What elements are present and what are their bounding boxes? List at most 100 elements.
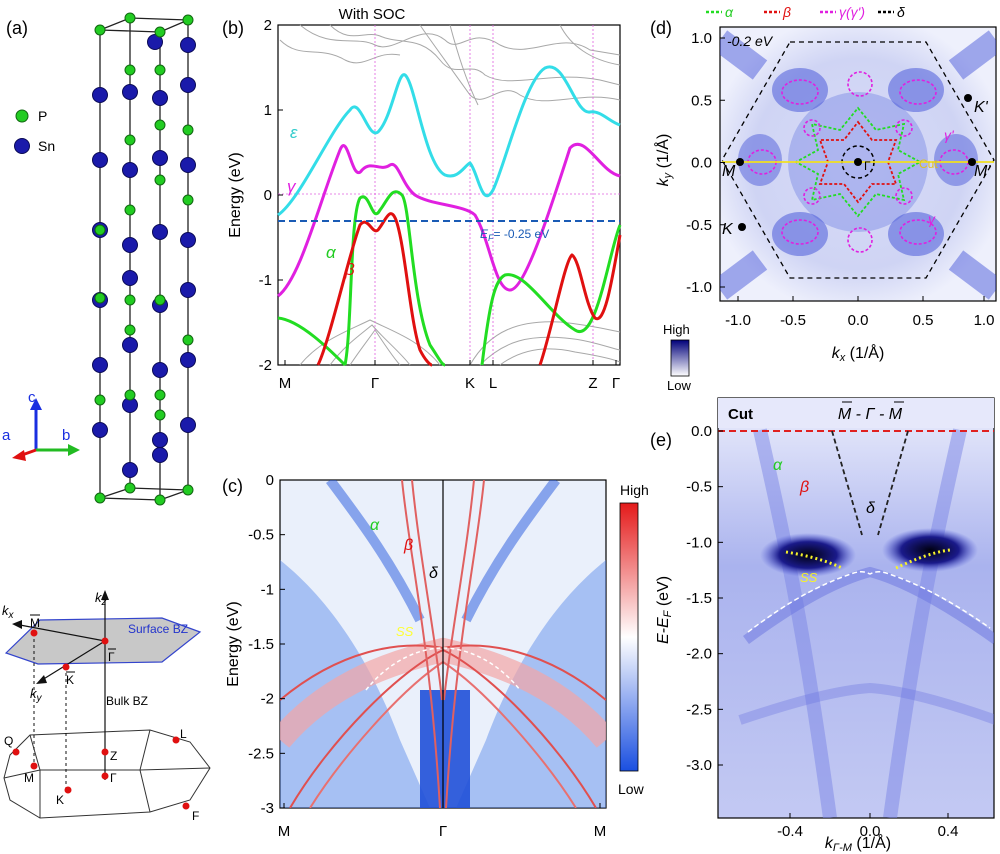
k-bar-point: K — [66, 673, 74, 687]
gamma-bar-point: Γ — [108, 650, 115, 664]
p-atom — [124, 64, 136, 76]
atoms — [92, 12, 196, 506]
y-tick-label: 1.0 — [691, 30, 712, 47]
panel-e-xlabel: kΓ-M (1/Å) — [825, 833, 891, 854]
surface-bz-label: Surface BZ — [128, 622, 188, 636]
x-tick-label: 1.0 — [974, 312, 995, 329]
panel-c-colorbar — [619, 502, 639, 772]
panel-d-ylabel: ky (1/Å) — [653, 134, 674, 187]
y-tick-label: -2 — [259, 357, 272, 374]
x-tick-label: K — [465, 375, 475, 392]
brillouin-zone: Surface BZ Bulk BZ — [2, 590, 211, 823]
y-tick-label: -0.5 — [248, 527, 274, 544]
panel-b-y-axis: 2 1 0 -1 -2 — [259, 17, 283, 374]
f-point: F — [192, 809, 199, 823]
alpha-label: α — [326, 243, 337, 262]
c-colorbar-high: High — [620, 482, 649, 498]
kz-label: kz — [95, 590, 107, 608]
c-colorbar-low: Low — [618, 781, 645, 797]
p-atom — [94, 292, 106, 304]
x-tick-label: Γ — [371, 375, 379, 392]
panel-c-label: (c) — [222, 476, 243, 496]
beta-band — [316, 212, 622, 367]
p-atom — [124, 482, 136, 494]
p-atom — [154, 26, 166, 38]
axis-c-label: c — [28, 389, 36, 406]
legend-p-label: P — [38, 108, 47, 124]
p-atom — [124, 294, 136, 306]
legend-sn-label: Sn — [38, 138, 55, 154]
sn-atom — [180, 282, 196, 298]
legend-delta: δ — [897, 4, 905, 20]
panel-e-ylabel: E-EF (eV) — [655, 576, 674, 644]
legend-alpha: α — [725, 4, 734, 20]
e-alpha-label: α — [773, 457, 783, 474]
panel-d-y-axis: 1.0 0.5 0.0 -0.5 -1.0 — [686, 30, 725, 296]
y-tick-label: -0.5 — [686, 217, 712, 234]
x-tick-label: 0.0 — [848, 312, 869, 329]
sn-atom — [180, 157, 196, 173]
p-atom-icon — [15, 109, 29, 123]
y-tick-label: -1.0 — [686, 279, 712, 296]
p-atom — [154, 119, 166, 131]
panel-b-title: With SOC — [339, 6, 406, 23]
epsilon-band — [277, 65, 621, 217]
panel-d: (d) α β γ(γ') δ — [650, 4, 997, 393]
p-atom — [94, 24, 106, 36]
p-atom — [94, 394, 106, 406]
sn-atom — [180, 77, 196, 93]
sn-atom — [152, 150, 168, 166]
panel-a-label: (a) — [6, 18, 28, 38]
x-tick-label: -0.5 — [780, 312, 806, 329]
c-beta-label: β — [403, 537, 413, 554]
gamma-point: Γ — [110, 771, 117, 785]
y-tick-label: -2.0 — [686, 646, 712, 663]
p-atom — [182, 124, 194, 136]
d-gamma-point: Γ — [864, 159, 871, 173]
d-kprime-point: K' — [974, 99, 989, 116]
m-point: M — [24, 771, 34, 785]
y-tick-label: -2.5 — [248, 745, 274, 762]
bulk-bz-label: Bulk BZ — [106, 694, 148, 708]
y-tick-label: 2 — [264, 17, 272, 34]
x-tick-label: M — [279, 375, 292, 392]
gamma-label: γ — [287, 177, 297, 196]
sn-atom — [92, 357, 108, 373]
sn-atom — [92, 87, 108, 103]
sn-atom — [122, 162, 138, 178]
x-tick-label: Γ — [439, 823, 447, 840]
x-tick-label: 0.0 — [860, 823, 881, 840]
p-atom — [154, 294, 166, 306]
d-gamma-prime-label: γ' — [944, 127, 955, 143]
x-tick-label: Z — [588, 375, 597, 392]
y-tick-label: -1.5 — [248, 636, 274, 653]
fermi-surface-map — [720, 30, 996, 300]
d-energy-label: -0.2 eV — [727, 33, 774, 49]
y-tick-label: -1.5 — [686, 590, 712, 607]
p-atom — [154, 389, 166, 401]
y-tick-label: 0.0 — [691, 423, 712, 440]
x-tick-label: -1.0 — [725, 312, 751, 329]
x-tick-label: M — [278, 823, 291, 840]
p-atom — [182, 14, 194, 26]
p-atom — [154, 409, 166, 421]
p-atom — [154, 494, 166, 506]
arpes-cut-map — [718, 398, 994, 818]
panel-e: (e) Cut M - Γ - M α β δ SS 0.0 -0.5 -1.0 -1… — [650, 397, 995, 854]
sn-atom — [180, 417, 196, 433]
p-atom — [94, 492, 106, 504]
panel-e-label: (e) — [650, 430, 672, 450]
d-mprime-point: M' — [974, 163, 991, 180]
x-tick-label: -0.4 — [777, 823, 803, 840]
y-tick-label: -1 — [259, 272, 272, 289]
p-atom — [182, 194, 194, 206]
sn-atom — [152, 432, 168, 448]
l-point: L — [180, 727, 187, 741]
q-point: Q — [4, 734, 13, 748]
c-delta-label: δ — [429, 565, 439, 582]
y-tick-label: -3.0 — [686, 757, 712, 774]
y-tick-label: -2 — [261, 691, 274, 708]
panel-c-y-axis: 0 -0.5 -1 -1.5 -2 -2.5 -3 — [248, 472, 285, 817]
sn-atom — [122, 337, 138, 353]
